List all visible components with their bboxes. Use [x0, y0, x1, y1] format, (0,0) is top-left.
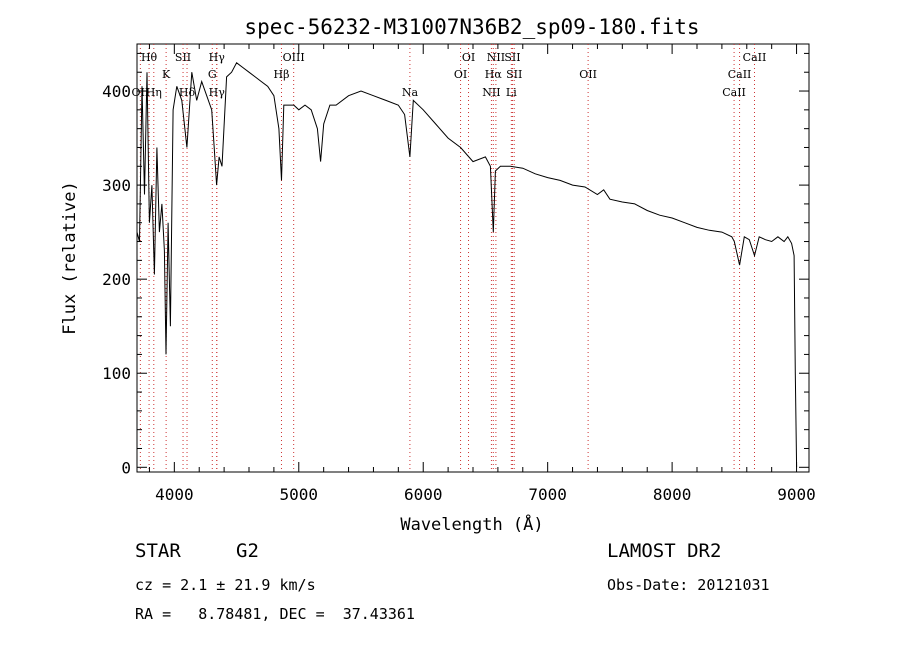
line-label-7: G: [208, 68, 217, 81]
line-label-0: Hθ: [141, 51, 158, 64]
line-label-5: Hδ: [179, 86, 196, 99]
y-axis: 0 100 200 300 400: [102, 53, 809, 477]
y-tick-label-1: 100: [102, 364, 131, 383]
line-label-17: SII: [506, 68, 522, 81]
y-tick-label-0: 0: [121, 458, 131, 477]
line-label-22: CaII: [728, 68, 752, 81]
line-label-13: OI: [454, 68, 467, 81]
line-label-20: OII: [579, 68, 597, 81]
x-tick-label-2: 6000: [404, 485, 443, 504]
line-label-19: Li: [506, 86, 517, 99]
line-label-9: OIII: [283, 51, 305, 64]
x-axis-label: Wavelength (Å): [400, 513, 543, 535]
y-tick-label-3: 300: [102, 176, 131, 195]
spectrum-line: [137, 63, 797, 468]
line-label-10: Hβ: [274, 68, 290, 81]
line-label-2: Hη: [146, 86, 162, 99]
line-label-8: Hγ: [209, 86, 226, 99]
y-axis-label: Flux (relative): [60, 181, 80, 335]
line-label-12: OI: [462, 51, 475, 64]
observation-date: Obs-Date: 20121031: [607, 576, 770, 594]
redshift-readout: cz = 2.1 ± 21.9 km/s: [135, 576, 316, 594]
x-tick-label-4: 8000: [653, 485, 692, 504]
y-tick-label-4: 400: [102, 82, 131, 101]
coordinates-readout: RA = 8.78481, DEC = 37.43361: [135, 605, 415, 623]
line-label-11: Na: [402, 86, 419, 99]
object-subclass: G2: [236, 540, 259, 562]
object-class: STAR: [135, 540, 181, 562]
line-label-3: K: [162, 68, 171, 81]
line-label-15: SII: [504, 51, 520, 64]
x-axis: 4000 5000 6000 7000 8000 9000: [149, 44, 815, 504]
line-label-4: SII: [175, 51, 191, 64]
survey-name: LAMOST DR2: [607, 540, 721, 562]
line-markers: [140, 44, 754, 472]
plot-frame: [137, 44, 809, 472]
line-label-14: NII: [487, 51, 505, 64]
x-tick-label-3: 7000: [528, 485, 567, 504]
line-label-16: Hα: [485, 68, 503, 81]
line-label-23: CaII: [722, 86, 746, 99]
line-label-6: Hγ: [209, 51, 226, 64]
x-tick-label-5: 9000: [777, 485, 816, 504]
line-label-21: CaII: [743, 51, 767, 64]
x-tick-label-1: 5000: [280, 485, 319, 504]
x-tick-label-0: 4000: [155, 485, 194, 504]
line-label-18: NII: [482, 86, 500, 99]
chart-title: spec-56232-M31007N36B2_sp09-180.fits: [244, 15, 699, 39]
y-tick-label-2: 200: [102, 270, 131, 289]
